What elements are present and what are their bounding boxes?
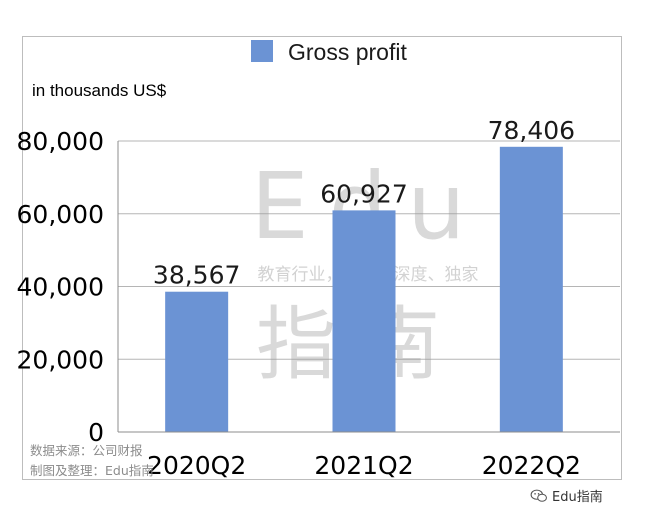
x-tick-label: 2020Q2 <box>147 451 246 480</box>
bar-2020Q2 <box>165 291 229 432</box>
data-label: 78,406 <box>488 116 575 145</box>
footer-brand: Edu指南 <box>530 486 603 505</box>
data-label: 60,927 <box>320 179 407 208</box>
legend: Gross profit <box>251 39 407 65</box>
y-tick-labels: 0 20,000 40,000 60,000 80,000 <box>17 127 104 447</box>
y-tick-label: 0 <box>88 418 104 447</box>
bars <box>165 146 563 433</box>
data-labels: 38,567 60,927 78,406 <box>153 116 575 290</box>
y-tick-label: 40,000 <box>17 273 104 302</box>
footer-brand-label: Edu指南 <box>552 490 603 505</box>
source-note-line2: 制图及整理：Edu指南 <box>30 463 154 478</box>
y-tick-label: 80,000 <box>17 127 104 156</box>
legend-swatch <box>251 40 273 62</box>
source-note-line1: 数据来源：公司财报 <box>30 443 143 458</box>
wechat-icon <box>530 489 547 502</box>
legend-label: Gross profit <box>288 39 407 65</box>
bar-2022Q2 <box>499 146 563 433</box>
data-label: 38,567 <box>153 261 240 290</box>
y-tick-label: 20,000 <box>17 345 104 374</box>
x-tick-label: 2021Q2 <box>314 451 413 480</box>
bar-2021Q2 <box>332 210 396 432</box>
x-tick-labels: 2020Q2 2021Q2 2022Q2 <box>147 451 581 480</box>
y-tick-label: 60,000 <box>17 200 104 229</box>
x-tick-label: 2022Q2 <box>482 451 581 480</box>
unit-label: in thousands US$ <box>32 81 167 100</box>
